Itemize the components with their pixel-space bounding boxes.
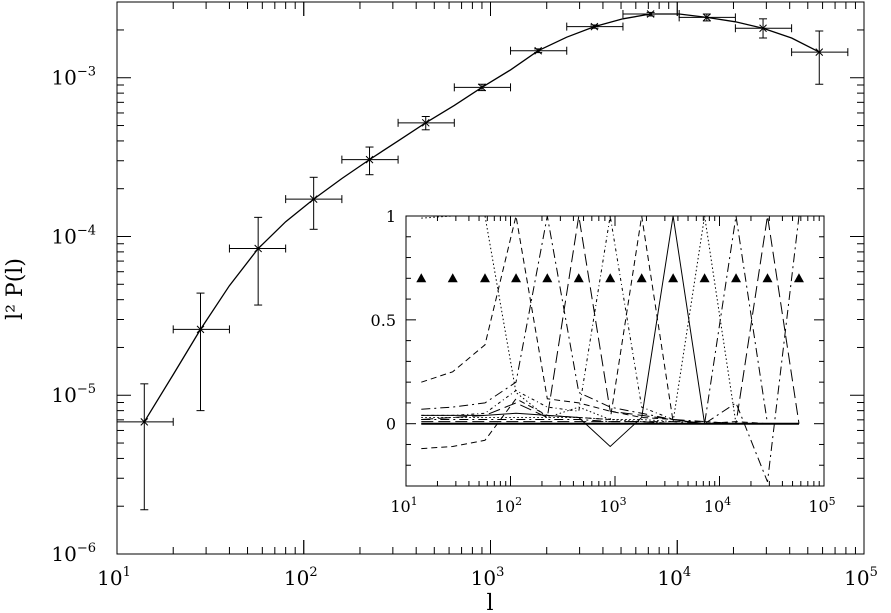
main-plot: 101 102 103 104 105 10−6 10−5 10−4 10−3 l l² P(… xyxy=(3,1,878,613)
triangle-marker xyxy=(793,273,804,283)
data-point xyxy=(172,292,230,412)
triangle-marker xyxy=(447,273,458,283)
inset-y-tick-label: 1 xyxy=(386,207,396,226)
inset-series-line xyxy=(421,216,799,425)
x-marker xyxy=(534,46,543,55)
y-tick-label: 10−4 xyxy=(51,223,96,248)
data-point xyxy=(678,13,736,22)
inset-series-line xyxy=(421,216,799,425)
data-point xyxy=(397,115,455,131)
data-point xyxy=(285,176,343,230)
data-points xyxy=(116,10,849,511)
x-marker xyxy=(759,24,767,33)
main-y-tick-labels: 10−6 10−5 10−4 10−3 xyxy=(51,65,96,566)
inset-x-tick-label: 105 xyxy=(808,495,835,516)
x-marker xyxy=(309,195,318,203)
x-tick-label: 104 xyxy=(657,565,691,590)
y-tick-label: 10−6 xyxy=(51,541,96,566)
x-tick-label: 101 xyxy=(97,565,131,590)
main-ticks xyxy=(116,1,865,555)
inset-background xyxy=(406,216,824,486)
inset-x-tick-labels: 101 102 103 104 105 xyxy=(390,495,835,516)
y-tick-label: 10−5 xyxy=(51,382,96,407)
inset-x-tick-label: 102 xyxy=(495,495,522,516)
x-marker xyxy=(815,48,824,56)
x-tick-label: 105 xyxy=(844,565,878,590)
main-x-tick-labels: 101 102 103 104 105 xyxy=(97,565,878,590)
data-point xyxy=(510,46,568,55)
data-point xyxy=(116,383,174,511)
inset-series-clip xyxy=(421,216,800,482)
triangle-marker xyxy=(605,273,616,283)
x-marker xyxy=(590,22,599,31)
data-point xyxy=(228,216,287,306)
x-marker xyxy=(646,10,655,18)
triangle-marker xyxy=(636,273,647,283)
triangle-marker xyxy=(542,273,553,283)
triangle-marker xyxy=(511,273,522,283)
triangle-marker xyxy=(731,273,742,283)
x-axis-label: l xyxy=(486,591,493,613)
data-point xyxy=(341,146,399,176)
triangle-marker xyxy=(416,273,427,283)
inset-x-tick-label: 103 xyxy=(599,495,626,516)
inset-series-group xyxy=(421,216,800,482)
triangle-marker xyxy=(479,273,490,283)
data-point xyxy=(566,22,624,31)
triangle-marker xyxy=(573,273,584,283)
x-marker xyxy=(478,83,486,92)
y-tick-label: 10−3 xyxy=(51,65,96,90)
inset-series-line xyxy=(421,216,799,425)
triangle-marker xyxy=(762,273,773,283)
inset-y-tick-label: 0 xyxy=(386,415,396,434)
x-marker xyxy=(702,13,711,22)
inset-plot: 101 102 103 104 105 00.51 xyxy=(371,207,836,516)
x-tick-label: 102 xyxy=(284,565,318,590)
data-point xyxy=(734,18,793,39)
x-tick-label: 103 xyxy=(471,565,505,590)
inset-triangle-markers xyxy=(416,273,804,283)
x-marker xyxy=(365,155,374,164)
inset-y-tick-labels: 00.51 xyxy=(371,207,396,434)
triangle-marker xyxy=(668,273,679,283)
inset-x-tick-label: 101 xyxy=(390,495,417,516)
data-point xyxy=(453,83,512,92)
triangle-marker xyxy=(699,273,710,283)
y-axis-label: l² P(l) xyxy=(3,258,28,320)
inset-ticks xyxy=(405,215,825,486)
x-marker xyxy=(140,417,149,426)
x-marker xyxy=(196,325,205,334)
data-point xyxy=(791,30,849,85)
inset-y-tick-label: 0.5 xyxy=(371,311,396,330)
x-marker xyxy=(421,118,430,127)
x-marker xyxy=(254,244,263,253)
inset-x-tick-label: 104 xyxy=(704,495,731,516)
